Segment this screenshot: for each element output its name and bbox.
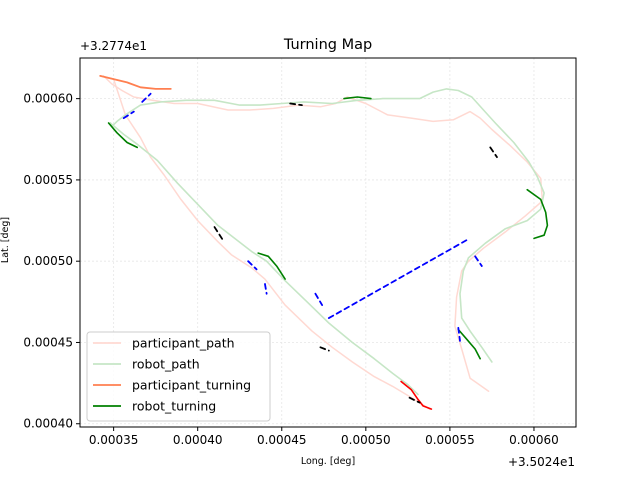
series-line-2 [109, 88, 545, 363]
x-tick-label: 0.00045 [257, 433, 307, 447]
y-tick-label: 0.00045 [23, 335, 73, 349]
series-dash-11-6 [264, 283, 268, 295]
series-dash-11-10 [327, 239, 468, 319]
series-line-10 [400, 380, 433, 410]
series-line-3 [109, 122, 419, 396]
series-layer [99, 75, 549, 410]
series-dash-12-0 [213, 226, 224, 241]
series-dash-11-14 [457, 326, 461, 342]
series-line-9 [343, 96, 372, 100]
y-tick-label: 0.00040 [23, 417, 73, 431]
x-tick-label: 0.00060 [509, 433, 559, 447]
y-tick-label: 0.00060 [23, 92, 73, 106]
legend-label-robot_turning: robot_turning [132, 399, 216, 414]
series-line-0 [99, 75, 431, 410]
x-axis-offset: +3.5024e1 [508, 455, 575, 469]
series-line-8 [257, 252, 286, 280]
legend: participant_path robot_path participant_tu… [86, 331, 271, 422]
series-dash-11-12 [474, 255, 483, 267]
chart-title: Turning Map [283, 37, 372, 53]
series-dash-11-2 [141, 92, 152, 103]
y-tick-label: 0.00050 [23, 254, 73, 268]
grid-lines [80, 58, 576, 427]
series-dash-12-6 [489, 146, 498, 159]
x-tick-label: 0.00035 [89, 433, 139, 447]
series-dash-12-4 [408, 396, 421, 404]
x-tick-label: 0.00050 [341, 433, 391, 447]
x-tick-label: 0.00040 [173, 433, 223, 447]
series-line-6 [107, 122, 138, 149]
series-dash-12-2 [319, 346, 330, 352]
legend-label-participant_turning: participant_turning [132, 378, 251, 393]
y-tick-label: 0.00055 [23, 173, 73, 187]
series-dash-12-8 [289, 102, 303, 107]
legend-box [86, 331, 271, 422]
y-axis-offset: +3.2774e1 [80, 39, 147, 53]
series-dash-11-8 [314, 292, 324, 306]
series-dash-11-0 [122, 110, 135, 120]
y-axis-label: Lat. [deg] [0, 217, 11, 263]
series-line-5 [526, 188, 549, 240]
x-axis-label: Long. [deg] [301, 456, 355, 467]
series-line-7 [457, 328, 482, 360]
series-line-4 [99, 75, 172, 90]
series-dash-11-4 [247, 260, 258, 271]
plot-frame [79, 57, 577, 428]
axis-ticks: 0.00035 0.00040 0.00045 0.00050 0.00055 0.000… [23, 92, 558, 447]
legend-label-participant_path: participant_path [132, 336, 235, 351]
legend-label-robot_path: robot_path [132, 357, 200, 372]
x-tick-label: 0.00055 [425, 433, 475, 447]
